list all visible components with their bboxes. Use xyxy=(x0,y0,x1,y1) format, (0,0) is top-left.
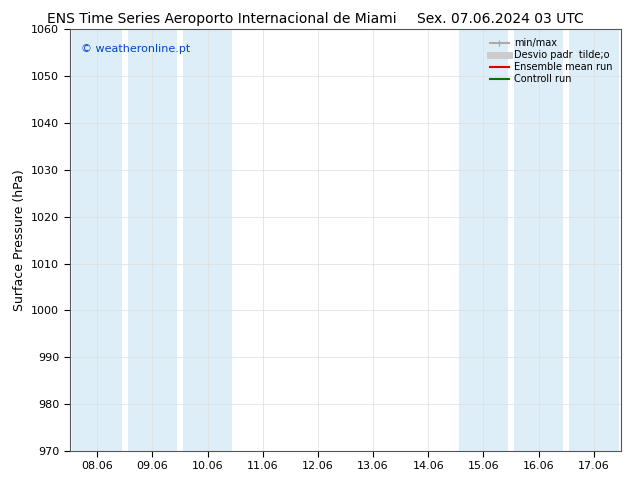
Y-axis label: Surface Pressure (hPa): Surface Pressure (hPa) xyxy=(13,169,25,311)
Bar xyxy=(514,29,564,451)
Bar xyxy=(127,29,178,451)
Bar xyxy=(183,29,233,451)
Text: ENS Time Series Aeroporto Internacional de Miami: ENS Time Series Aeroporto Internacional … xyxy=(47,12,397,26)
Text: Sex. 07.06.2024 03 UTC: Sex. 07.06.2024 03 UTC xyxy=(417,12,585,26)
Bar xyxy=(458,29,508,451)
Title: ENS Time Series Aeroporto Internacional de Miami    Sex. 07.06.2024 03 UTC: ENS Time Series Aeroporto Internacional … xyxy=(0,489,1,490)
Bar xyxy=(569,29,619,451)
Text: © weatheronline.pt: © weatheronline.pt xyxy=(81,44,190,54)
Bar xyxy=(72,29,122,451)
Legend: min/max, Desvio padr  tilde;o, Ensemble mean run, Controll run: min/max, Desvio padr tilde;o, Ensemble m… xyxy=(486,34,616,88)
